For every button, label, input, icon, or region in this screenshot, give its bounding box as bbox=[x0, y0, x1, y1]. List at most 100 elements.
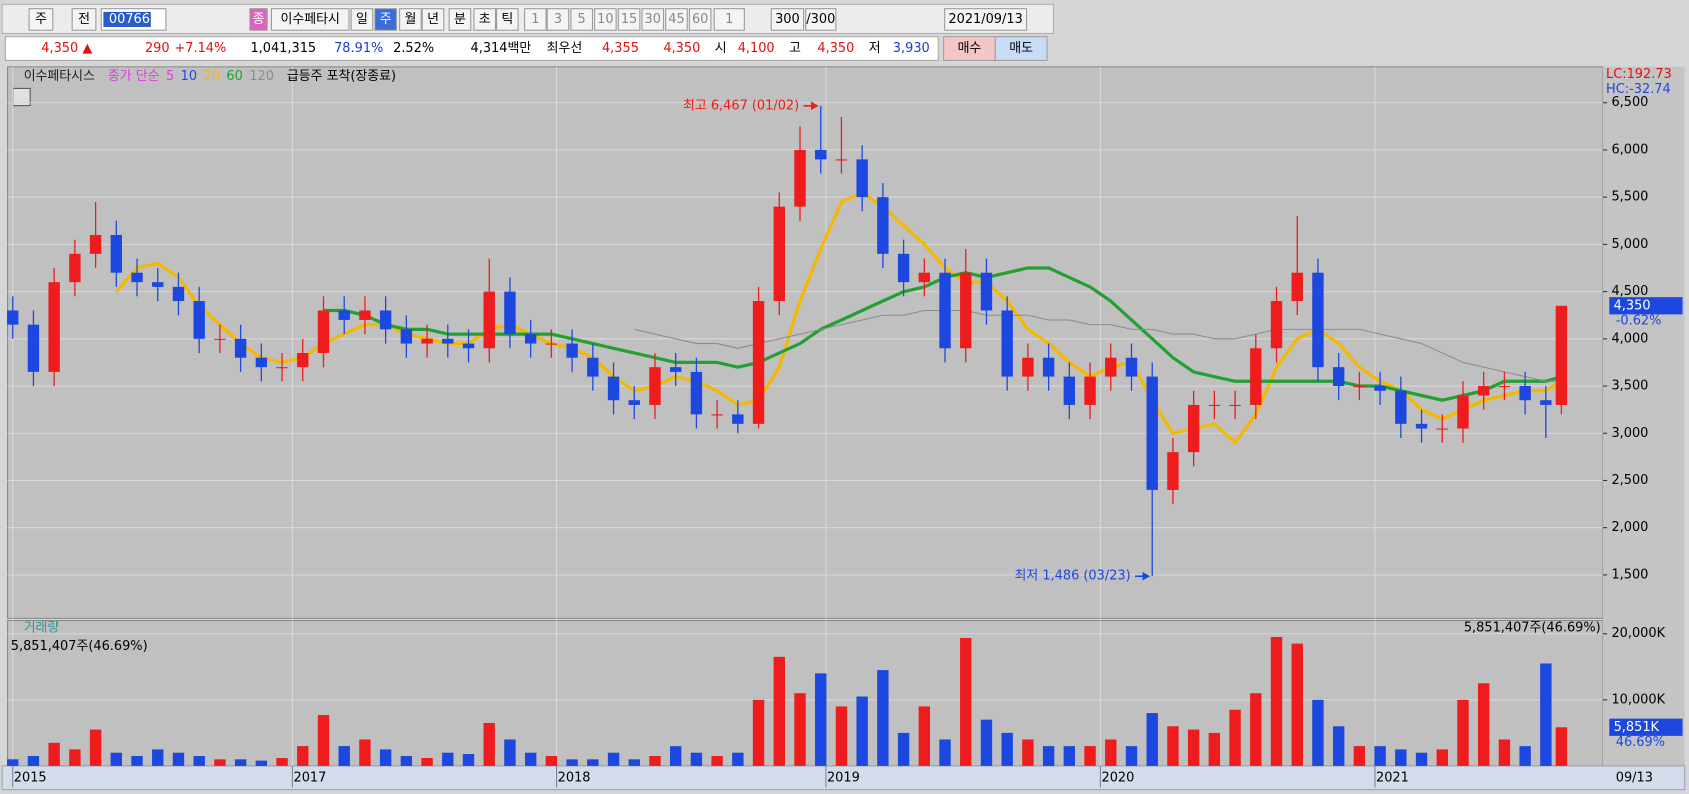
toolbar-label[interactable]: 주 bbox=[380, 12, 392, 27]
candle-body bbox=[1105, 357, 1117, 377]
toolbar-label[interactable]: 초 bbox=[479, 12, 491, 27]
toolbar-label[interactable]: 60 bbox=[692, 12, 708, 27]
volume-bar bbox=[690, 752, 703, 766]
volume-bar bbox=[1250, 693, 1262, 766]
toolbar-label[interactable]: 3 bbox=[554, 12, 562, 27]
volume-bar bbox=[897, 732, 910, 766]
toolbar-label[interactable]: 이수페타시 bbox=[281, 12, 340, 27]
candle-body bbox=[524, 334, 537, 344]
volume-bar bbox=[1436, 749, 1448, 766]
toolbar-label[interactable]: 틱 bbox=[501, 12, 513, 27]
quote-field: 4,350 ▲ bbox=[41, 41, 92, 56]
candle-body bbox=[732, 414, 744, 424]
quote-field[interactable]: 매수 bbox=[958, 41, 982, 56]
quote-field: 저 bbox=[869, 41, 881, 56]
toolbar-label[interactable]: 전 bbox=[78, 12, 90, 27]
toolbar-label[interactable]: 년 bbox=[427, 12, 439, 27]
toolbar-label[interactable]: 월 bbox=[404, 12, 416, 27]
candle-body bbox=[1063, 376, 1076, 405]
toolbar-label[interactable]: 30 bbox=[645, 12, 661, 27]
sell-button[interactable] bbox=[994, 36, 1048, 61]
volume-bar bbox=[172, 752, 185, 766]
annotation: 최저 1,486 (03/23) bbox=[1014, 569, 1130, 584]
toolbar-button[interactable] bbox=[524, 8, 547, 31]
toolbar-button[interactable] bbox=[570, 8, 593, 31]
toolbar-button[interactable] bbox=[805, 8, 837, 31]
toolbar-label[interactable]: 주 bbox=[35, 12, 47, 27]
quote-field: 290 bbox=[145, 41, 170, 56]
candle-body bbox=[877, 197, 889, 254]
quote-field: 2.52% bbox=[393, 41, 434, 56]
toolbar-button[interactable] bbox=[448, 8, 472, 31]
toolbar-label[interactable]: /300 bbox=[806, 12, 835, 27]
toolbar-button[interactable] bbox=[713, 8, 745, 31]
quote-field[interactable]: 매도 bbox=[1009, 41, 1033, 56]
toolbar-label[interactable]: 45 bbox=[668, 12, 684, 27]
volume-bar bbox=[939, 739, 951, 766]
volume-bar bbox=[338, 746, 350, 766]
volume-tick-label: 10,000K bbox=[1611, 692, 1665, 707]
candle-body bbox=[1187, 404, 1200, 453]
toolbar-button[interactable] bbox=[944, 8, 1028, 31]
candle-body bbox=[255, 357, 268, 368]
volume-bar bbox=[566, 759, 578, 766]
candle-body bbox=[1291, 272, 1303, 302]
candle-body bbox=[193, 301, 205, 339]
toolbar-button[interactable] bbox=[641, 8, 665, 31]
candle-body bbox=[110, 234, 123, 273]
x-tick-label: 2017 bbox=[293, 770, 326, 785]
toolbar-label[interactable]: 일 bbox=[356, 12, 368, 27]
legend-item: 20 bbox=[204, 69, 220, 84]
volume-bar bbox=[524, 752, 537, 766]
candle-body bbox=[1146, 376, 1158, 490]
volume-bar bbox=[1457, 699, 1469, 766]
volume-bar bbox=[1105, 739, 1117, 766]
toolbar-label[interactable]: 10 bbox=[597, 12, 613, 27]
toolbar-label[interactable]: 1 bbox=[531, 12, 539, 27]
toolbar-button[interactable] bbox=[421, 8, 445, 31]
volume-bar bbox=[276, 757, 288, 766]
toolbar-label[interactable]: 종 bbox=[253, 12, 265, 27]
toolbar-button[interactable] bbox=[374, 8, 397, 31]
annotation-arrowhead bbox=[1142, 571, 1151, 581]
quote-field: 4,350 bbox=[663, 41, 700, 56]
toolbar-label[interactable]: 007660 bbox=[109, 12, 158, 27]
toolbar-button[interactable] bbox=[665, 8, 688, 31]
volume-bar bbox=[483, 722, 495, 766]
volume-tick-label: 20,000K bbox=[1611, 626, 1665, 641]
toolbar-label[interactable]: 분 bbox=[454, 12, 466, 27]
toolbar-button[interactable] bbox=[688, 8, 712, 31]
toolbar-button[interactable] bbox=[594, 8, 617, 31]
toolbar-button[interactable] bbox=[617, 8, 641, 31]
legend-item: 10 bbox=[181, 69, 197, 84]
toolbar-button[interactable] bbox=[71, 8, 97, 31]
quote-field: 78.91% bbox=[334, 41, 383, 56]
toolbar-button[interactable] bbox=[350, 8, 374, 31]
candle-body bbox=[1498, 386, 1511, 388]
toolbar-button[interactable] bbox=[399, 8, 422, 31]
toolbar-button[interactable] bbox=[28, 8, 54, 31]
legend-prefix: 종가 단순 bbox=[108, 69, 160, 84]
candle-body bbox=[152, 282, 164, 287]
toolbar-label[interactable]: 15 bbox=[621, 12, 637, 27]
volume-bar bbox=[1374, 746, 1386, 766]
toolbar-button[interactable] bbox=[270, 8, 350, 31]
toolbar-label[interactable]: 1 bbox=[725, 12, 733, 27]
candle-body bbox=[1415, 423, 1428, 429]
candle-body bbox=[1436, 428, 1448, 430]
volume-bar bbox=[214, 759, 226, 766]
toolbar-label[interactable]: 5 bbox=[578, 12, 586, 27]
toolbar-button[interactable] bbox=[770, 8, 805, 31]
moving-average bbox=[115, 190, 1563, 445]
toolbar-label[interactable]: 300 bbox=[775, 12, 800, 27]
toolbar-button[interactable] bbox=[496, 8, 519, 31]
volume-bar bbox=[732, 752, 744, 766]
toolbar-label[interactable]: 2021/09/13 bbox=[948, 12, 1022, 27]
volume-bar bbox=[400, 756, 413, 766]
candle-body bbox=[483, 291, 495, 349]
toolbar-button[interactable] bbox=[546, 8, 570, 31]
x-tick-label: 2020 bbox=[1101, 770, 1134, 785]
quote-field: 고 bbox=[789, 41, 801, 56]
toolbar-button[interactable] bbox=[249, 8, 268, 31]
toolbar-button[interactable] bbox=[473, 8, 497, 31]
